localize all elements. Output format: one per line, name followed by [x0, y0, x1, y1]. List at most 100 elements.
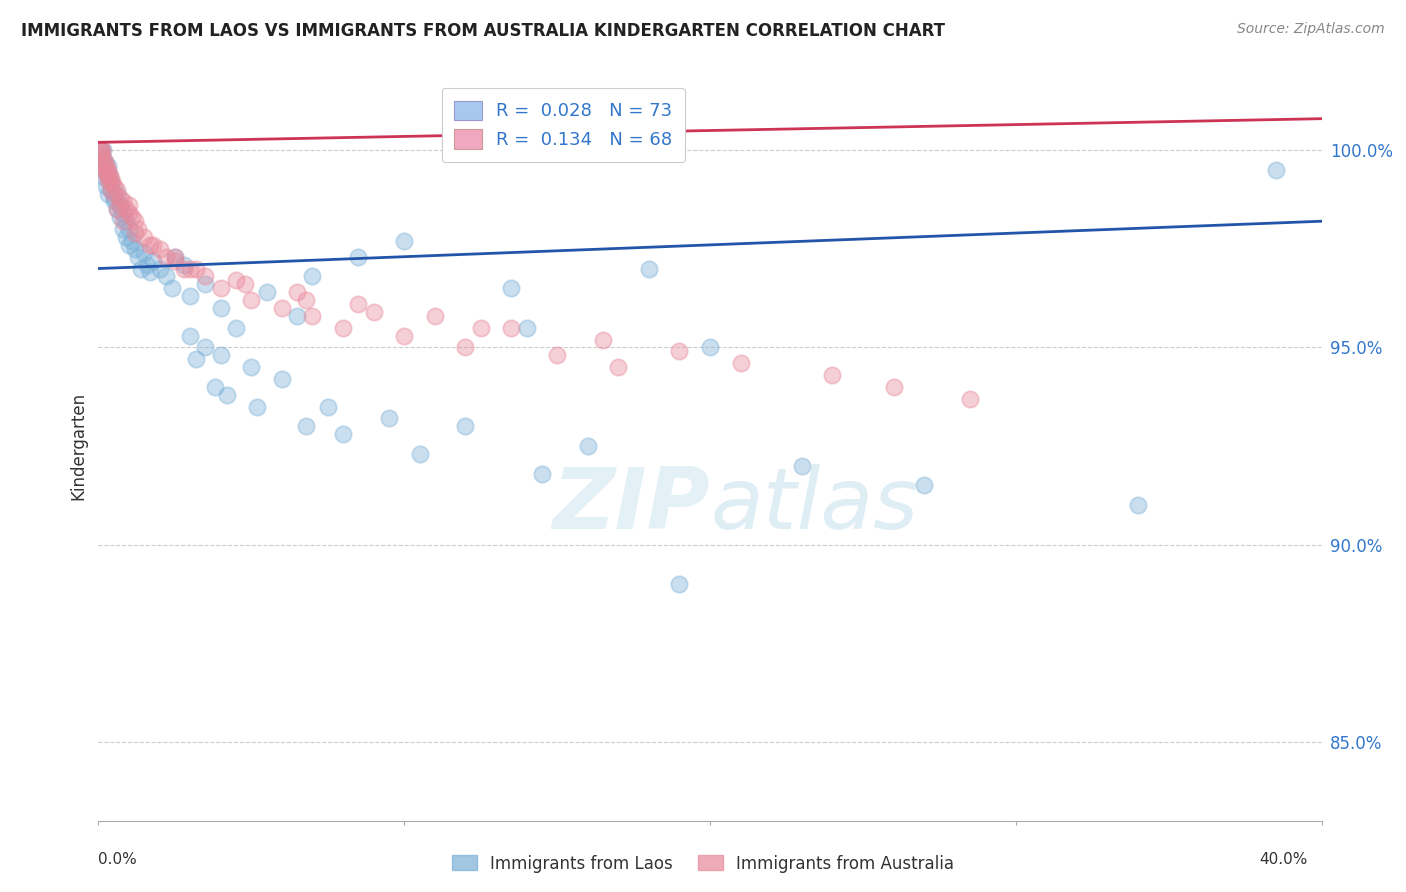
Point: [108, 198, 131, 212]
Y-axis label: Kindergarten: Kindergarten: [69, 392, 87, 500]
Point: [270, 301, 294, 315]
Point: [295, 419, 318, 434]
Point: [121, 234, 143, 248]
Point: [108, 198, 131, 212]
Point: [378, 411, 401, 425]
Point: [149, 242, 172, 256]
Point: [423, 309, 446, 323]
Point: [90, 147, 112, 161]
Point: [332, 320, 354, 334]
Point: [392, 328, 416, 343]
Point: [134, 230, 156, 244]
Point: [111, 222, 134, 236]
Point: [516, 320, 538, 334]
Point: [118, 198, 141, 212]
Point: [97, 186, 120, 201]
Point: [179, 289, 201, 303]
Text: 40.0%: 40.0%: [1260, 852, 1308, 867]
Point: [160, 281, 183, 295]
Point: [94, 178, 117, 193]
Point: [454, 340, 477, 354]
Point: [501, 320, 523, 334]
Point: [142, 253, 165, 268]
Point: [194, 340, 217, 354]
Point: [1128, 498, 1150, 512]
Point: [912, 478, 935, 492]
Point: [225, 273, 247, 287]
Point: [90, 143, 112, 157]
Point: [256, 285, 278, 300]
Point: [149, 261, 172, 276]
Point: [100, 170, 122, 185]
Point: [1264, 163, 1286, 178]
Point: [100, 175, 122, 189]
Point: [108, 211, 131, 225]
Point: [94, 163, 117, 178]
Point: [98, 175, 121, 189]
Point: [103, 178, 125, 193]
Point: [173, 258, 195, 272]
Point: [883, 380, 905, 394]
Point: [699, 340, 721, 354]
Point: [576, 439, 599, 453]
Point: [285, 309, 308, 323]
Point: [209, 281, 232, 295]
Point: [118, 206, 141, 220]
Point: [155, 250, 177, 264]
Point: [139, 238, 162, 252]
Point: [163, 250, 186, 264]
Point: [100, 183, 122, 197]
Point: [94, 159, 117, 173]
Point: [347, 297, 370, 311]
Point: [103, 186, 125, 201]
Point: [546, 348, 568, 362]
Text: atlas: atlas: [710, 465, 918, 548]
Point: [94, 167, 117, 181]
Point: [270, 372, 294, 386]
Point: [124, 214, 146, 228]
Point: [363, 305, 385, 319]
Point: [93, 163, 115, 178]
Point: [530, 467, 553, 481]
Point: [111, 206, 134, 220]
Point: [332, 427, 354, 442]
Point: [139, 265, 162, 279]
Point: [124, 226, 146, 240]
Point: [124, 242, 146, 256]
Point: [155, 269, 177, 284]
Point: [93, 155, 115, 169]
Point: [127, 250, 149, 264]
Legend: Immigrants from Laos, Immigrants from Australia: Immigrants from Laos, Immigrants from Au…: [446, 848, 960, 880]
Point: [285, 285, 308, 300]
Point: [173, 261, 195, 276]
Point: [115, 214, 138, 228]
Point: [470, 320, 492, 334]
Point: [129, 261, 152, 276]
Point: [959, 392, 981, 406]
Point: [668, 577, 690, 591]
Point: [115, 230, 138, 244]
Point: [105, 186, 128, 201]
Point: [111, 194, 134, 209]
Point: [127, 222, 149, 236]
Point: [790, 458, 813, 473]
Point: [194, 277, 217, 292]
Point: [204, 380, 226, 394]
Point: [121, 211, 143, 225]
Point: [103, 190, 125, 204]
Point: [91, 151, 114, 165]
Point: [347, 250, 370, 264]
Point: [91, 143, 114, 157]
Point: [392, 234, 416, 248]
Point: [179, 328, 201, 343]
Point: [301, 269, 323, 284]
Point: [240, 293, 263, 307]
Point: [454, 419, 477, 434]
Point: [730, 356, 752, 370]
Point: [163, 250, 186, 264]
Point: [295, 293, 318, 307]
Point: [209, 301, 232, 315]
Point: [163, 253, 186, 268]
Point: [89, 143, 111, 157]
Point: [93, 155, 115, 169]
